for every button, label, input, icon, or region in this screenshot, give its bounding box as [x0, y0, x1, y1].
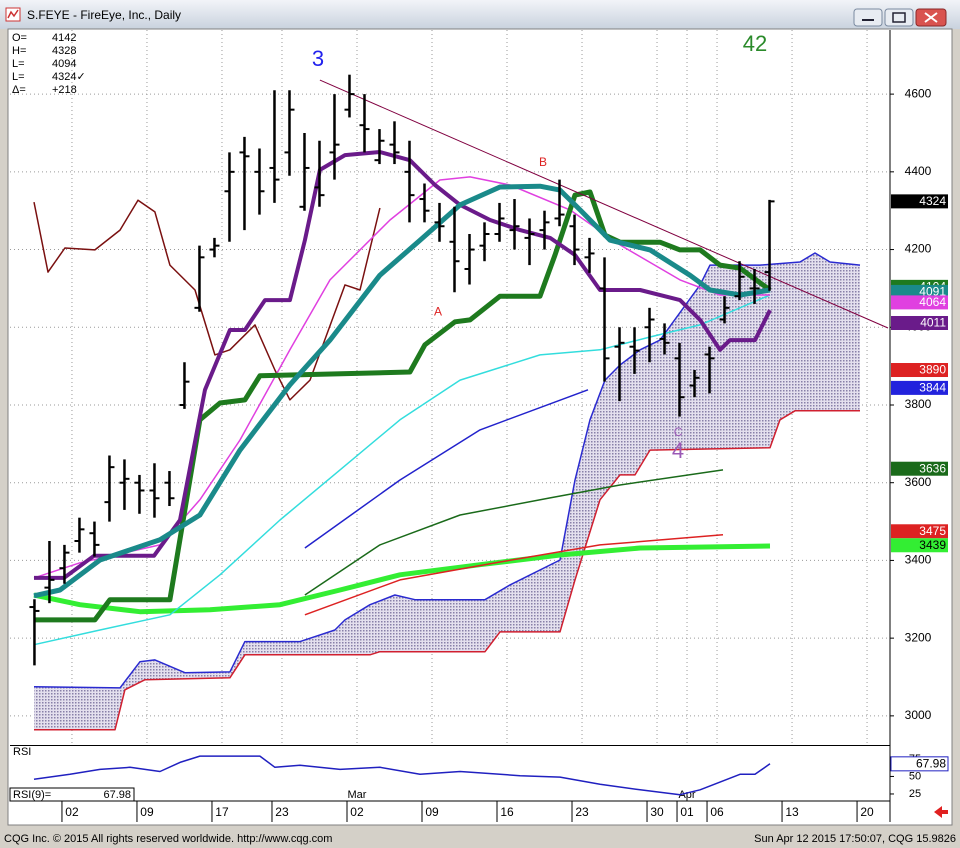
- rsi-label-box: [9, 787, 135, 802]
- x-tick-label: 30: [650, 805, 664, 819]
- y-tick-label: 4400: [905, 164, 932, 178]
- cloud-area: [34, 253, 860, 730]
- price-tag-label: 3439: [919, 538, 946, 552]
- indicator-line: [33, 543, 771, 615]
- x-tick-label: 01: [680, 805, 694, 819]
- panel-title: RSI: [13, 746, 31, 758]
- info-label: H=: [12, 45, 26, 57]
- x-tick-label: 13: [785, 805, 799, 819]
- y-tick-label: 3200: [905, 630, 932, 644]
- footer-timestamp: Sun Apr 12 2015 17:50:07, CQG 15.9826: [754, 833, 956, 845]
- x-tick-label: 23: [275, 805, 289, 819]
- price-tag-label: 3636: [919, 461, 946, 475]
- price-tag: [891, 461, 948, 476]
- restore-glyph: [892, 12, 906, 23]
- indicator-line: [304, 534, 724, 616]
- price-tag-label: 4324: [919, 194, 946, 208]
- price-tag: [891, 194, 948, 209]
- price-tag-label: 4011: [920, 316, 946, 330]
- y-tick-label: 4200: [905, 242, 932, 256]
- price-tag: [891, 363, 948, 378]
- price-tag-label: 4064: [919, 295, 946, 309]
- restore-button[interactable]: [884, 8, 914, 27]
- trend-line: [319, 79, 889, 329]
- info-label: L=: [12, 58, 25, 70]
- info-value: 4142: [52, 32, 76, 44]
- scroll-arrow[interactable]: [934, 806, 948, 818]
- info-label: Δ=: [12, 84, 26, 96]
- indicator-line: [304, 389, 589, 549]
- indicator-line: [33, 183, 771, 599]
- cloud-lower: [34, 410, 860, 731]
- price-tag-label: 3844: [919, 381, 946, 395]
- price-tag: [891, 524, 948, 539]
- price-tag: [891, 315, 948, 330]
- chart-area: [7, 28, 953, 826]
- info-label: O=: [12, 32, 27, 44]
- y-tick-label: 3400: [905, 553, 932, 567]
- price-tag: [891, 295, 948, 310]
- y-tick-label: 3000: [905, 708, 932, 722]
- info-value: 4328: [52, 45, 76, 57]
- x-tick-label: 06: [710, 805, 724, 819]
- title-bar: [0, 0, 960, 29]
- rsi-label-value: 67.98: [103, 789, 131, 801]
- close-glyph: [924, 12, 938, 23]
- annotation: 42: [743, 31, 767, 56]
- indicator-line: [304, 469, 724, 596]
- x-tick-label: 09: [140, 805, 154, 819]
- y-tick-label: 3600: [905, 475, 932, 489]
- x-tick-label: 02: [350, 805, 364, 819]
- annotation: 4: [672, 438, 684, 463]
- x-tick-label: 16: [500, 805, 514, 819]
- y-tick-label: 3800: [905, 397, 932, 411]
- plot-layer: [10, 30, 890, 745]
- x-tick-label: 02: [65, 805, 79, 819]
- month-label: Mar: [348, 789, 367, 801]
- annotation: 3: [312, 46, 324, 71]
- app-icon-glyph: [7, 9, 19, 19]
- price-tag-label: 3475: [919, 524, 946, 538]
- x-tick-label: 23: [575, 805, 589, 819]
- rsi-label: RSI(9)=: [13, 789, 51, 801]
- window-title: S.FEYE - FireEye, Inc., Daily: [27, 8, 181, 22]
- x-tick-label: 09: [425, 805, 439, 819]
- annotation: A: [434, 304, 442, 318]
- annotation: C: [674, 425, 683, 439]
- minimize-button[interactable]: [853, 8, 883, 27]
- price-tag: [891, 538, 948, 553]
- x-tick-label: 20: [860, 805, 874, 819]
- annotation: B: [539, 155, 547, 169]
- info-value: 4324✓: [52, 71, 86, 83]
- x-tick-label: 17: [215, 805, 229, 819]
- rsi-tag-label: 67.98: [916, 757, 946, 771]
- price-tag-label: 4091: [919, 285, 946, 299]
- footer-copyright: CQG Inc. © 2015 All rights reserved worl…: [4, 833, 332, 845]
- y-tick-label: 50: [909, 770, 921, 782]
- plot-layer: [33, 755, 771, 796]
- minimize-glyph: [862, 19, 874, 21]
- indicator-line: [33, 755, 771, 796]
- y-tick-label: 4600: [905, 86, 932, 100]
- rsi-tag: [890, 756, 949, 772]
- price-tag: [891, 380, 948, 395]
- info-value: +218: [52, 84, 77, 96]
- indicator-line: [33, 199, 381, 401]
- info-value: 4094: [52, 58, 76, 70]
- price-tag-label: 3890: [919, 363, 946, 377]
- info-label: L=: [12, 71, 25, 83]
- y-tick-label: 25: [909, 788, 921, 800]
- window-buttons: [853, 8, 947, 27]
